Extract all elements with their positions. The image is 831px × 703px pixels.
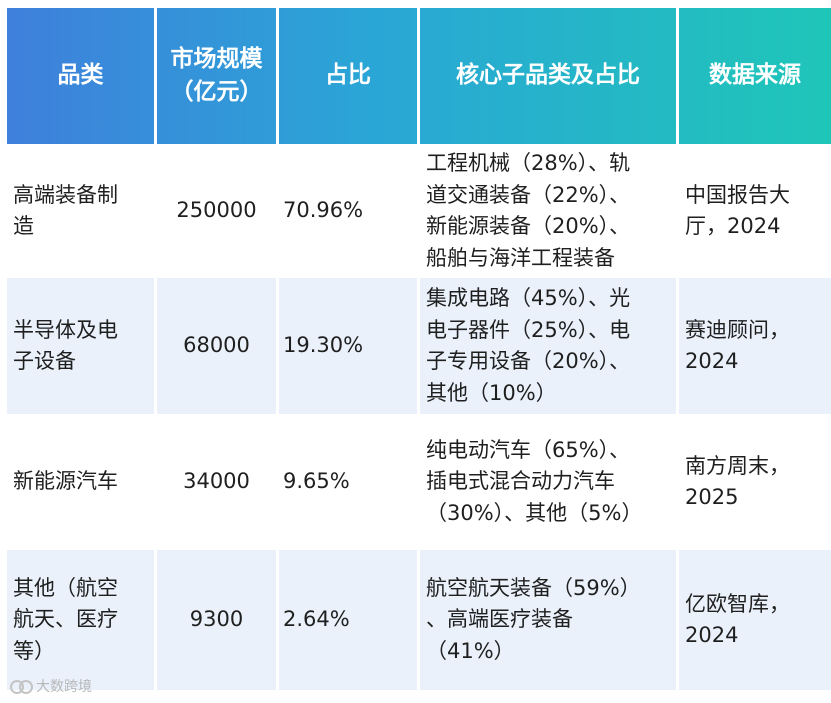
cell-category: 半导体及电 子设备 [7,278,154,414]
market-table: 品类 市场规模 （亿元） 占比 核心子品类及占比 数据来源 高端装备制 造 25… [4,8,831,690]
header-share: 占比 [279,8,417,144]
cell-share: 2.64% [279,550,417,690]
cell-share: 70.96% [279,144,417,278]
cell-category: 新能源汽车 [7,414,154,550]
watermark: 大数跨境 [10,676,92,696]
watermark-text: 大数跨境 [36,679,92,695]
cell-subcategories: 集成电路（45%）、光 电子器件（25%）、电 子专用设备（20%）、 其他（1… [420,278,676,414]
cell-subcategories: 工程机械（28%）、轨 道交通装备（22%）、 新能源装备（20%）、 船舶与海… [420,144,676,278]
table-row: 半导体及电 子设备 68000 19.30% 集成电路（45%）、光 电子器件（… [7,278,831,414]
cell-subcategories: 航空航天装备（59%） 、高端医疗装备 （41%） [420,550,676,690]
cell-market-size: 9300 [157,550,276,690]
cell-share: 9.65% [279,414,417,550]
cell-category: 其他（航空 航天、医疗 等） [7,550,154,690]
watermark-logo-icon [10,678,33,694]
table-header-row: 品类 市场规模 （亿元） 占比 核心子品类及占比 数据来源 [7,8,831,144]
cell-market-size: 250000 [157,144,276,278]
header-market-size: 市场规模 （亿元） [157,8,276,144]
cell-market-size: 34000 [157,414,276,550]
header-subcategories: 核心子品类及占比 [420,8,676,144]
cell-source: 亿欧智库， 2024 [679,550,831,690]
cropped-title [0,0,831,8]
header-source: 数据来源 [679,8,831,144]
table-row: 新能源汽车 34000 9.65% 纯电动汽车（65%）、 插电式混合动力汽车 … [7,414,831,550]
cell-market-size: 68000 [157,278,276,414]
table-row: 高端装备制 造 250000 70.96% 工程机械（28%）、轨 道交通装备（… [7,144,831,278]
cell-source: 赛迪顾问， 2024 [679,278,831,414]
cell-subcategories: 纯电动汽车（65%）、 插电式混合动力汽车 （30%）、其他（5%） [420,414,676,550]
header-category: 品类 [7,8,154,144]
cell-source: 中国报告大 厅，2024 [679,144,831,278]
cell-share: 19.30% [279,278,417,414]
table-row: 其他（航空 航天、医疗 等） 9300 2.64% 航空航天装备（59%） 、高… [7,550,831,690]
cell-source: 南方周末， 2025 [679,414,831,550]
cell-category: 高端装备制 造 [7,144,154,278]
